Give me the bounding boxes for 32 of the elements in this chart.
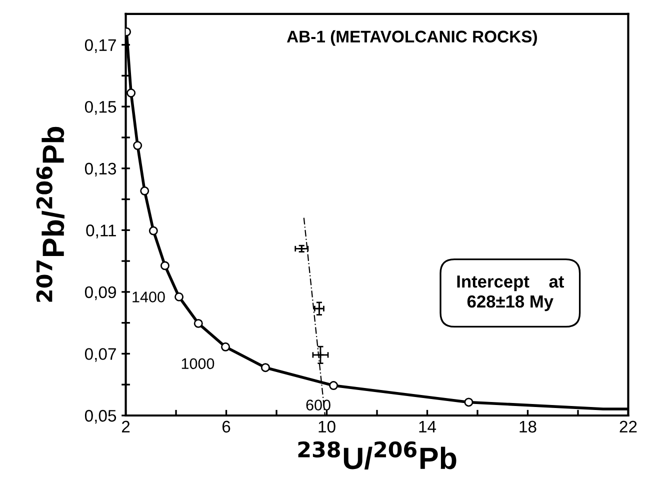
- text: AB-1 (METAVOLCANIC ROCKS): [286, 30, 537, 46]
- y-tick-label: 0,09: [84, 286, 116, 300]
- point: [316, 351, 324, 359]
- x-tick-label: 6: [222, 420, 230, 433]
- point: [221, 342, 230, 352]
- y-tick-label: 0,17: [84, 39, 116, 53]
- x-tick-label: 2: [122, 420, 130, 432]
- x-tick-label: 14: [419, 420, 436, 432]
- x-tick-label: 22: [620, 420, 637, 432]
- y-tick-label: 0,11: [86, 224, 116, 238]
- point: [260, 363, 270, 372]
- annotation: Intercept at 628±18 My: [457, 276, 564, 312]
- annotation: 600: [306, 400, 330, 410]
- point: [464, 398, 474, 407]
- annotation: 1400: [132, 292, 165, 302]
- point: [194, 318, 203, 328]
- point: [140, 186, 150, 196]
- y-axis-title: $^{207}$Pb/$^{206}$Pb: [36, 126, 64, 302]
- point: [133, 141, 142, 150]
- x-tick-label: 10: [318, 420, 336, 433]
- point: [174, 292, 184, 302]
- y-tick-label: 0,13: [84, 162, 116, 177]
- x-axis-title: $^{238}$U/$^{206}$Pb: [298, 441, 456, 470]
- y-tick-label: 0,15: [84, 100, 116, 115]
- point: [148, 226, 158, 236]
- y-tick-label: 0,05: [84, 410, 116, 424]
- x-tick-label: 18: [520, 420, 536, 433]
- annotation: 1000: [182, 358, 214, 370]
- point: [126, 88, 136, 98]
- point: [329, 381, 338, 390]
- point: [160, 261, 170, 270]
- y-tick-label: 0,07: [84, 348, 116, 362]
